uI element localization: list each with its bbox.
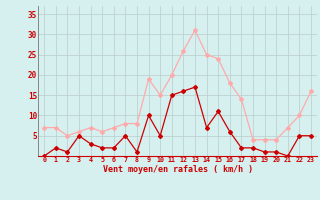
X-axis label: Vent moyen/en rafales ( km/h ): Vent moyen/en rafales ( km/h ): [103, 165, 252, 174]
